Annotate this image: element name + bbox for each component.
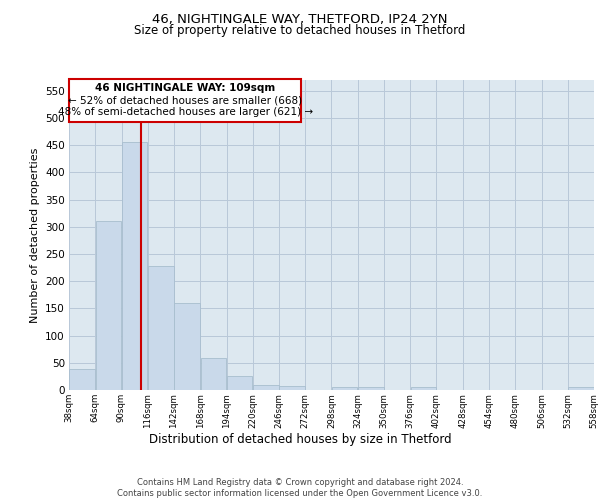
Bar	[568, 388, 594, 390]
Bar	[410, 388, 436, 390]
Bar	[358, 386, 384, 390]
Text: 46, NIGHTINGALE WAY, THETFORD, IP24 2YN: 46, NIGHTINGALE WAY, THETFORD, IP24 2YN	[152, 12, 448, 26]
Bar	[174, 303, 200, 390]
Bar	[69, 370, 95, 390]
Bar	[200, 358, 226, 390]
Bar	[253, 384, 279, 390]
Bar	[148, 266, 174, 390]
Bar	[122, 142, 148, 390]
Text: 48% of semi-detached houses are larger (621) →: 48% of semi-detached houses are larger (…	[58, 108, 313, 118]
Text: Distribution of detached houses by size in Thetford: Distribution of detached houses by size …	[149, 432, 451, 446]
Text: Contains HM Land Registry data © Crown copyright and database right 2024.
Contai: Contains HM Land Registry data © Crown c…	[118, 478, 482, 498]
Bar	[279, 386, 305, 390]
Bar	[95, 221, 121, 390]
Bar	[332, 388, 358, 390]
Text: Size of property relative to detached houses in Thetford: Size of property relative to detached ho…	[134, 24, 466, 37]
Text: 46 NIGHTINGALE WAY: 109sqm: 46 NIGHTINGALE WAY: 109sqm	[95, 84, 275, 94]
Bar	[227, 376, 253, 390]
Y-axis label: Number of detached properties: Number of detached properties	[29, 148, 40, 322]
Text: ← 52% of detached houses are smaller (668): ← 52% of detached houses are smaller (66…	[68, 96, 302, 106]
